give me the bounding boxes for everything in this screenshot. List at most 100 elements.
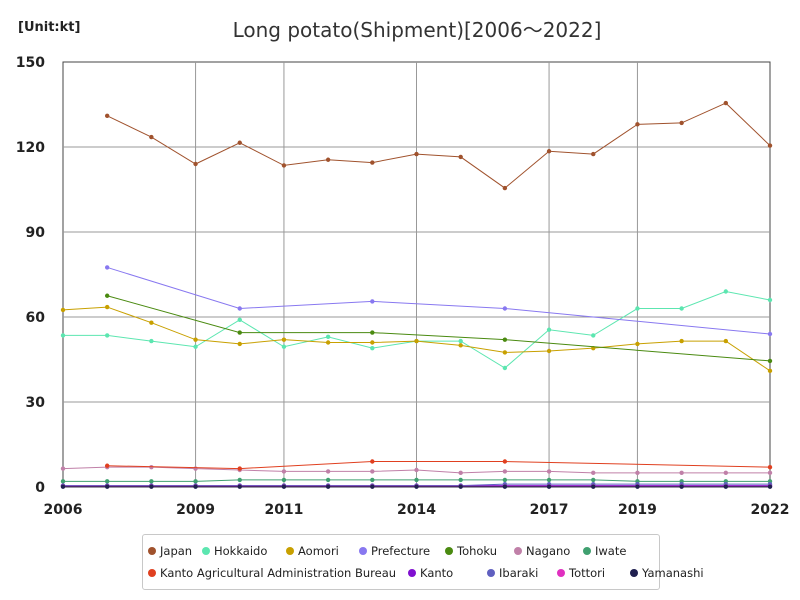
legend-marker [359, 547, 367, 555]
data-point [325, 477, 331, 483]
data-point [723, 100, 729, 106]
x-tick-label: 2019 [618, 502, 657, 518]
legend-label: Tottori [569, 566, 606, 580]
data-point [591, 333, 596, 338]
legend-item-kanto-agricultural-administration-bureau: Kanto Agricultural Administration Bureau [148, 566, 396, 580]
data-point [502, 477, 508, 483]
data-point [60, 333, 66, 338]
data-point [60, 484, 66, 489]
legend-label: Hokkaido [214, 544, 268, 558]
y-tick-label: 150 [16, 55, 45, 71]
grid [62, 61, 771, 488]
data-point [591, 470, 596, 476]
legend-marker [514, 547, 522, 555]
data-point [60, 466, 66, 471]
legend-label: Nagano [526, 544, 571, 558]
data-point [767, 368, 773, 374]
legend-marker [630, 569, 638, 577]
legend-item-aomori: Aomori [286, 544, 339, 558]
x-axis-ticks: 2006 2009 2011 2014 2017 2019 2022 [44, 502, 790, 518]
data-point [591, 151, 596, 157]
legend-item-tottori: Tottori [557, 566, 605, 580]
data-point [193, 479, 198, 484]
x-tick-label: 2014 [397, 502, 436, 518]
data-point [104, 333, 110, 338]
data-point [237, 317, 242, 323]
data-point [193, 466, 198, 471]
data-point [237, 477, 242, 483]
legend-label: Yamanashi [642, 566, 704, 580]
data-point [149, 320, 154, 325]
data-point [767, 358, 773, 364]
data-point [325, 334, 331, 340]
legend-item-iwate: Iwate [583, 544, 626, 558]
data-point [546, 348, 552, 354]
data-point [458, 484, 463, 489]
data-point [237, 466, 242, 471]
data-point [325, 484, 331, 489]
data-point [723, 289, 729, 294]
data-point [723, 484, 729, 489]
data-point [237, 306, 242, 311]
data-point [458, 154, 463, 160]
data-point [458, 343, 463, 348]
data-point [767, 464, 773, 470]
legend-label: Kanto [420, 566, 454, 580]
legend-marker [286, 547, 294, 555]
x-tick-label: 2006 [44, 502, 83, 518]
data-point [635, 306, 640, 311]
data-point [149, 134, 154, 140]
data-point [502, 337, 508, 342]
x-tick-label: 2017 [530, 502, 569, 518]
data-point [237, 140, 242, 145]
data-point [193, 344, 198, 349]
series-aomori [60, 304, 773, 374]
series-prefecture [104, 265, 773, 337]
data-point [635, 470, 640, 476]
data-point [591, 484, 596, 489]
data-point [502, 185, 508, 191]
data-point [767, 484, 773, 489]
y-tick-label: 90 [26, 225, 46, 241]
legend-label: Aomori [298, 544, 339, 558]
data-point [723, 338, 729, 344]
data-point [591, 477, 596, 483]
plot-area [60, 100, 773, 489]
data-point [104, 479, 110, 484]
data-point [325, 157, 331, 162]
data-point [370, 459, 375, 464]
data-point [370, 160, 375, 165]
data-point [370, 340, 375, 345]
legend-item-hokkaido: Hokkaido [202, 544, 267, 558]
data-point [414, 338, 419, 344]
data-point [723, 470, 729, 476]
legend-marker [148, 569, 156, 577]
data-point [767, 297, 773, 303]
y-axis-ticks: 0 30 60 90 120 150 [16, 55, 45, 496]
series-japan [104, 100, 773, 191]
legend-label: Prefecture [371, 544, 431, 558]
legend: Japan Hokkaido Aomori Prefecture Tohoku Nagan… [142, 534, 704, 590]
series-kanto-agricultural-administration-bureau [104, 459, 773, 471]
data-point [458, 338, 463, 344]
data-point [414, 151, 419, 157]
series-tohoku [104, 293, 773, 364]
data-point [635, 341, 640, 347]
data-point [149, 479, 154, 484]
legend-item-tohoku: Tohoku [445, 544, 497, 558]
legend-label: Ibaraki [499, 566, 539, 580]
data-point [679, 470, 684, 476]
data-point [679, 120, 684, 126]
legend-item-ibaraki: Ibaraki [487, 566, 538, 580]
data-point [502, 459, 508, 464]
data-point [149, 484, 154, 489]
data-point [193, 484, 198, 489]
data-point [767, 331, 773, 337]
data-point [370, 330, 375, 335]
data-point [502, 365, 508, 371]
data-point [104, 265, 110, 270]
x-tick-label: 2022 [751, 502, 790, 518]
legend-marker [408, 569, 416, 577]
legend-label: Tohoku [457, 544, 498, 558]
data-point [370, 477, 375, 483]
